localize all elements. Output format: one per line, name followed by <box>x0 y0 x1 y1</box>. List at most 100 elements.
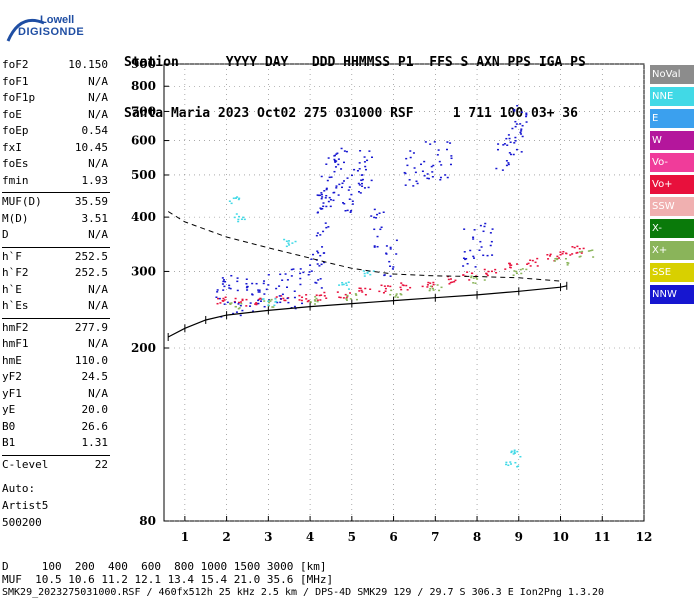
echo-point <box>472 238 475 240</box>
echo-point <box>508 262 511 265</box>
echo-point <box>237 301 240 304</box>
echo-point <box>251 293 254 295</box>
echo-point <box>482 254 485 257</box>
echo-point <box>462 257 465 260</box>
x-tick-label: 3 <box>264 530 272 544</box>
echo-point <box>325 188 328 191</box>
echo-point <box>361 185 364 187</box>
echo-point <box>252 310 255 312</box>
echo-point <box>317 279 320 281</box>
echo-point <box>472 255 475 258</box>
echo-point <box>348 186 351 188</box>
echo-point <box>446 176 449 179</box>
echo-point <box>432 164 435 167</box>
footer-distance-row: D 100 200 400 600 800 1000 1500 3000 [km… <box>2 560 327 573</box>
echo-point <box>404 184 407 186</box>
echo-point <box>507 464 510 467</box>
echo-point <box>464 258 467 261</box>
echo-point <box>288 244 291 246</box>
echo-point <box>230 274 233 277</box>
echo-point <box>401 284 404 286</box>
echo-point <box>238 215 241 218</box>
echo-point <box>473 229 476 231</box>
echo-point <box>298 299 301 301</box>
echo-point <box>491 228 494 230</box>
echo-point <box>497 143 500 145</box>
echo-point <box>286 286 289 289</box>
echo-point <box>412 152 415 154</box>
echo-point <box>466 263 469 265</box>
echo-point <box>320 263 323 266</box>
echo-point <box>412 185 415 187</box>
echo-point <box>438 160 441 163</box>
echo-point <box>474 266 477 268</box>
echo-point <box>257 291 260 293</box>
echo-point <box>293 305 296 308</box>
echo-point <box>363 187 366 189</box>
echo-point <box>370 215 373 217</box>
echo-point <box>241 299 244 302</box>
echo-point <box>241 298 244 301</box>
echo-point <box>336 152 339 155</box>
profile-dashed-line <box>167 211 561 282</box>
echo-point <box>553 260 556 262</box>
echo-point <box>495 167 498 170</box>
echo-point <box>294 307 297 310</box>
echo-point <box>436 284 439 286</box>
param-label: MUF(D) <box>2 195 42 208</box>
param-row: D N/A <box>2 228 108 244</box>
echo-point <box>353 168 356 171</box>
echo-point <box>389 246 392 249</box>
echo-point <box>239 304 242 307</box>
echo-point <box>335 153 338 155</box>
echo-point <box>268 299 271 302</box>
param-row: yE 20.0 <box>2 403 108 419</box>
echo-point <box>430 285 433 288</box>
x-tick-label: 10 <box>552 530 569 544</box>
echo-point <box>341 283 344 286</box>
echo-point <box>257 289 260 291</box>
param-value: 277.9 <box>74 320 108 334</box>
echo-point <box>275 287 278 290</box>
echo-point <box>429 282 432 284</box>
echo-point <box>519 123 522 125</box>
echo-point <box>319 194 322 197</box>
echo-point <box>238 307 241 309</box>
header-line-1: Station YYYY DAY DDD HHMMSS P1 FFS S AXN… <box>124 55 586 70</box>
param-label: h`F <box>2 249 22 263</box>
echo-point <box>350 209 353 212</box>
echo-point <box>511 127 514 130</box>
echo-point <box>245 298 248 301</box>
echo-point <box>360 179 363 182</box>
echo-point <box>343 150 346 152</box>
param-value: 252.5 <box>74 249 108 263</box>
echo-point <box>514 140 517 142</box>
echo-point <box>263 305 266 308</box>
echo-point <box>559 251 562 253</box>
echo-point <box>222 280 225 283</box>
echo-point <box>274 298 277 300</box>
echo-point <box>509 141 512 143</box>
echo-point <box>342 161 345 164</box>
echo-point <box>366 159 369 162</box>
echo-point <box>361 178 364 181</box>
param-value: 1.93 <box>81 173 109 187</box>
echo-point <box>483 225 486 228</box>
echo-point <box>386 285 389 287</box>
echo-point <box>515 123 518 125</box>
echo-point <box>276 301 279 304</box>
echo-point <box>278 295 281 297</box>
echo-point <box>529 259 532 261</box>
echo-point <box>316 263 319 265</box>
echo-point <box>224 296 227 299</box>
param-value: N/A <box>88 337 108 350</box>
echo-point <box>292 268 295 270</box>
y-tick-label: 700 <box>131 104 156 118</box>
echo-point <box>451 281 454 283</box>
echo-point <box>431 176 434 178</box>
echo-point <box>449 163 452 166</box>
echo-point <box>346 295 349 297</box>
param-value: N/A <box>88 107 108 121</box>
param-label: h`Es <box>2 299 29 312</box>
param-label: fmin <box>2 173 29 187</box>
